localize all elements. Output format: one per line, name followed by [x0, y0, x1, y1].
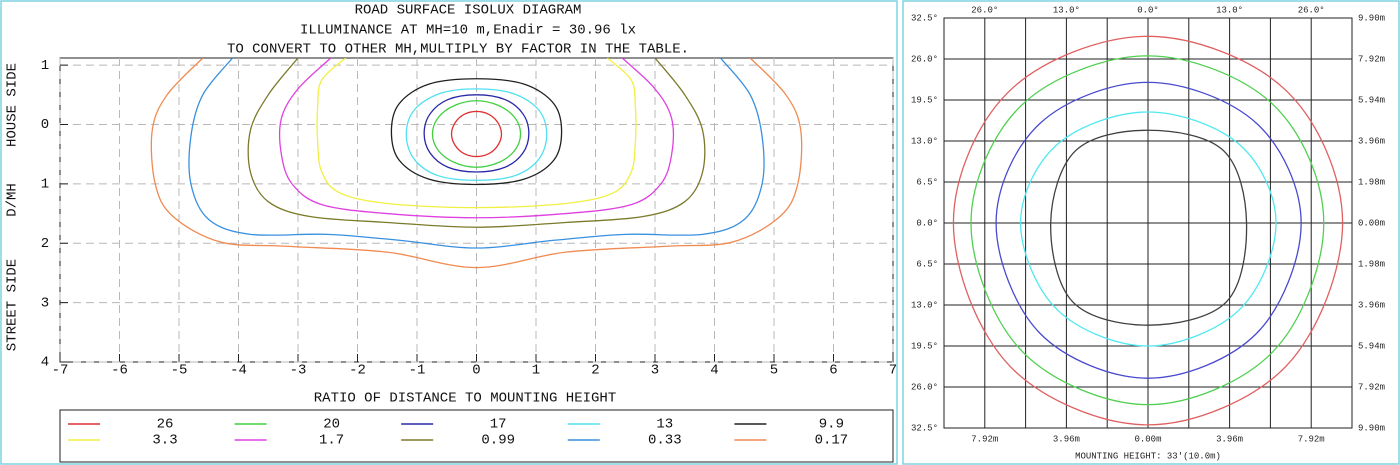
x-tick-label: 0 — [472, 363, 480, 379]
x-tick-label: 3 — [651, 363, 659, 379]
y-tick-label: 32.5° — [911, 423, 938, 433]
contours — [150, 58, 803, 269]
x-tick-label: 1 — [532, 363, 540, 379]
x-tick-label: 0.0° — [1137, 5, 1159, 15]
x-axis-label: RATIO OF DISTANCE TO MOUNTING HEIGHT — [314, 391, 616, 407]
legend-label: 1.7 — [319, 433, 344, 449]
contour-line — [995, 81, 1302, 379]
contour-line — [450, 110, 503, 158]
x2-tick-label: 7.92m — [1298, 434, 1325, 444]
contour-line — [1050, 129, 1248, 326]
y2-tick-label: 5.94m — [1358, 95, 1385, 105]
x-tick-label: -2 — [349, 363, 366, 379]
chart-title: ROAD SURFACE ISOLUX DIAGRAM — [355, 3, 582, 19]
contour-line — [188, 58, 765, 249]
y2-tick-label: 1.98m — [1358, 259, 1385, 269]
y-tick-label: 3 — [41, 295, 49, 311]
y-tick-label: 19.5° — [911, 95, 938, 105]
contour-line — [278, 58, 675, 219]
legend-label: 26 — [157, 417, 174, 433]
legend-label: 13 — [656, 417, 673, 433]
x-tick-label: 13.0° — [1216, 5, 1243, 15]
y2-tick-label: 3.96m — [1358, 136, 1385, 146]
x-axis-label: MOUNTING HEIGHT: 33'(10.0m) — [1075, 451, 1221, 461]
y-tick-label: 13.0° — [911, 136, 938, 146]
contour-line — [952, 35, 1344, 426]
y-tick-label: 4 — [41, 355, 49, 371]
x-tick-label: 26.0° — [1298, 5, 1325, 15]
y-tick-label: 26.0° — [911, 54, 938, 64]
legend-label: 9.9 — [819, 417, 844, 433]
contour-line — [1019, 111, 1277, 347]
chart-subtitle: TO CONVERT TO OTHER MH,MULTIPLY BY FACTO… — [227, 42, 689, 58]
x-tick-label: -7 — [52, 363, 69, 379]
y-tick-label: 32.5° — [911, 13, 938, 23]
legend-label: 3.3 — [152, 433, 177, 449]
x-tick-label: 4 — [710, 363, 718, 379]
y2-tick-label: 5.94m — [1358, 341, 1385, 351]
x-tick-label: -4 — [230, 363, 247, 379]
legend-label: 0.33 — [648, 433, 682, 449]
y-tick-label: 2 — [41, 236, 49, 252]
x-tick-label: 6 — [829, 363, 837, 379]
contour-line — [405, 88, 548, 181]
y-axis-label: HOUSE SIDE — [5, 63, 21, 147]
y2-tick-label: 9.90m — [1358, 423, 1385, 433]
x-tick-label: -6 — [111, 363, 128, 379]
contour-line — [247, 58, 706, 228]
legend-label: 0.17 — [815, 433, 849, 449]
x2-tick-label: 0.00m — [1134, 434, 1161, 444]
x-tick-label: 2 — [591, 363, 599, 379]
y2-tick-label: 7.92m — [1358, 54, 1385, 64]
right-panel-border — [902, 0, 1400, 465]
contour-line — [423, 94, 530, 173]
y2-tick-label: 7.92m — [1358, 382, 1385, 392]
contour-line — [390, 78, 563, 186]
legend — [59, 409, 894, 463]
x2-tick-label: 7.92m — [971, 434, 998, 444]
legend-label: 20 — [323, 417, 340, 433]
left-panel-border — [0, 0, 898, 465]
x-tick-label: -5 — [171, 363, 188, 379]
x-tick-label: 13.0° — [1053, 5, 1080, 15]
y-tick-label: 26.0° — [911, 382, 938, 392]
y-axis-label: D/MH — [5, 183, 21, 217]
legend-label: 0.99 — [481, 433, 515, 449]
y-tick-label: 19.5° — [911, 341, 938, 351]
y-tick-label: 6.5° — [916, 259, 938, 269]
y2-tick-label: 3.96m — [1358, 300, 1385, 310]
x-tick-label: 26.0° — [971, 5, 998, 15]
x-tick-label: -1 — [409, 363, 426, 379]
contour-line — [316, 58, 637, 209]
x-tick-label: 5 — [770, 363, 778, 379]
y-axis-label: STREET SIDE — [5, 259, 21, 351]
y-tick-label: 0 — [41, 117, 49, 133]
y-tick-label: 1 — [41, 177, 49, 193]
x-tick-label: -3 — [290, 363, 307, 379]
contour-line — [150, 58, 803, 269]
y2-tick-label: 1.98m — [1358, 177, 1385, 187]
legend-label: 17 — [490, 417, 507, 433]
y-tick-label: 13.0° — [911, 300, 938, 310]
x2-tick-label: 3.96m — [1216, 434, 1243, 444]
contours — [952, 35, 1344, 426]
y-tick-label: 1 — [41, 58, 49, 74]
contour-line — [970, 55, 1325, 406]
contour-line — [431, 100, 522, 168]
x2-tick-label: 3.96m — [1053, 434, 1080, 444]
y-tick-label: 6.5° — [916, 177, 938, 187]
y2-tick-label: 9.90m — [1358, 13, 1385, 23]
chart-subtitle: ILLUMINANCE AT MH=10 m,Enadir = 30.96 lx — [300, 23, 636, 39]
y-tick-label: 0.0° — [916, 218, 938, 228]
y2-tick-label: 0.00m — [1358, 218, 1385, 228]
x-tick-label: 7 — [889, 363, 897, 379]
